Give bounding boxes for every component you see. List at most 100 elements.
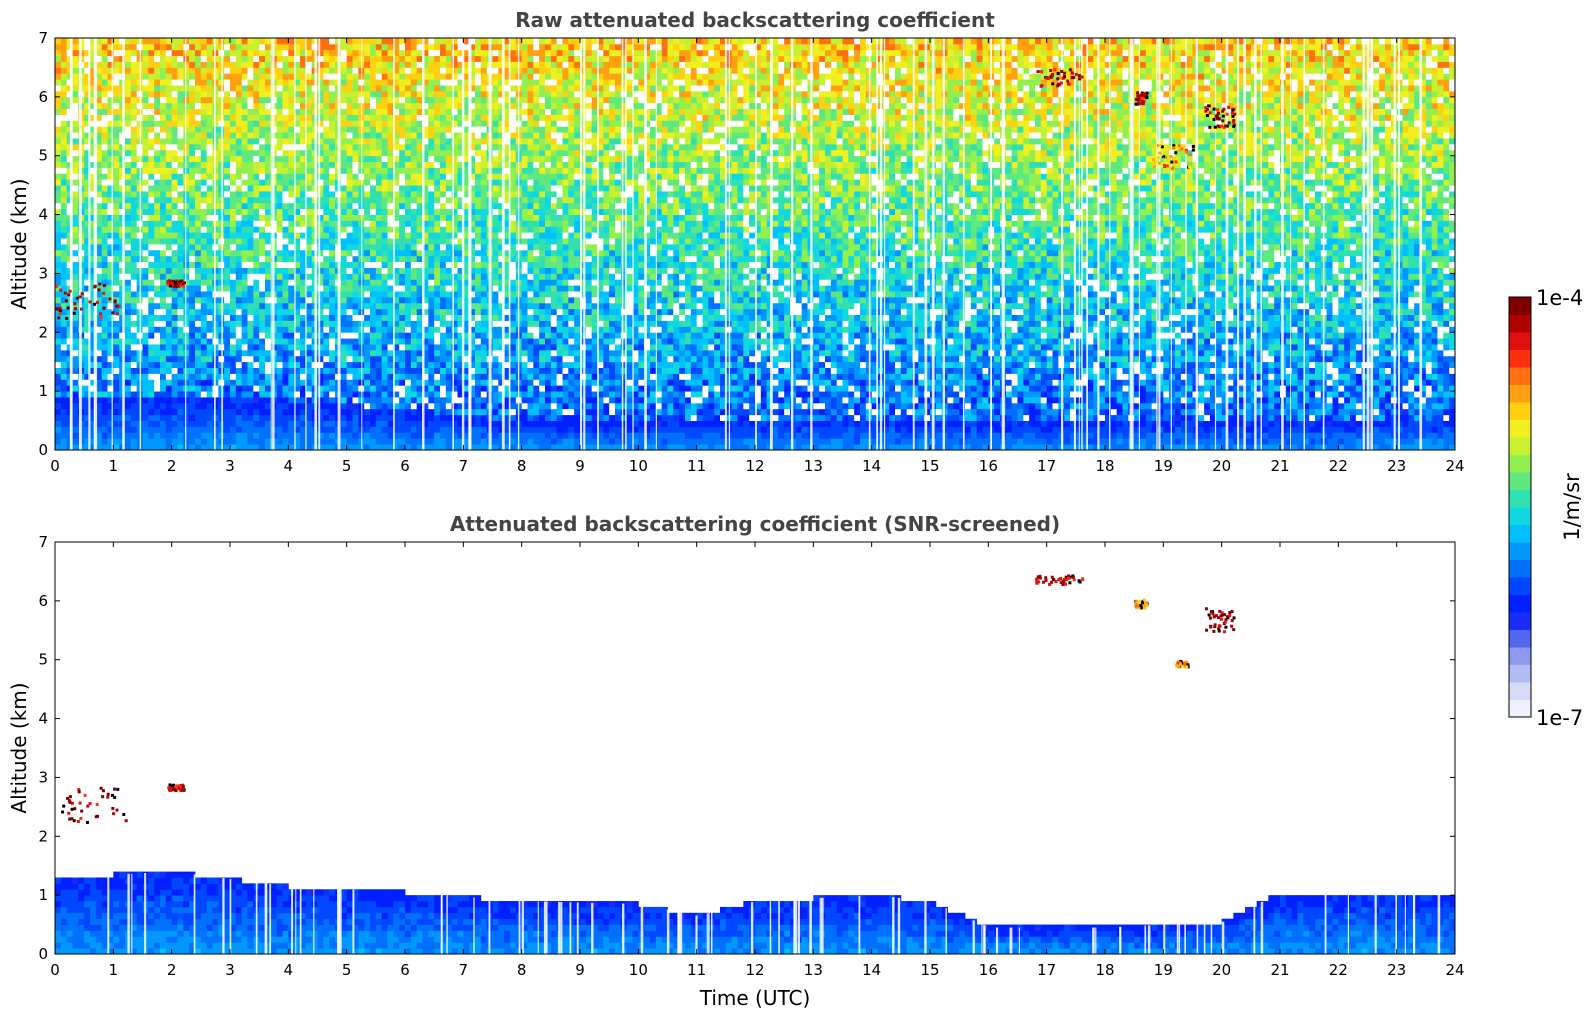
backscatter-cell — [224, 391, 231, 398]
backscatter-cell — [230, 138, 237, 145]
backscatter-cell — [422, 38, 429, 45]
backscatter-cell — [247, 85, 254, 92]
backscatter-cell — [294, 232, 301, 239]
backscatter-cell — [171, 79, 178, 86]
backscatter-cell — [276, 167, 283, 174]
backscatter-cell — [323, 108, 330, 115]
backscatter-cell — [66, 226, 73, 233]
backscatter-cell — [428, 361, 435, 368]
backscatter-cell — [445, 414, 453, 421]
backscatter-cell — [142, 285, 149, 292]
backscatter-cell — [125, 232, 132, 239]
backscatter-cell — [55, 49, 62, 57]
backscatter-cell — [381, 291, 388, 298]
backscatter-cell — [393, 108, 400, 115]
backscatter-cell — [416, 143, 423, 151]
backscatter-cell — [148, 314, 155, 321]
backscatter-cell — [189, 191, 196, 198]
backscatter-cell — [113, 361, 120, 368]
backscatter-cell — [224, 143, 231, 151]
backscatter-cell — [224, 149, 231, 157]
backscatter-cell — [72, 249, 79, 257]
backscatter-cell — [329, 302, 336, 310]
backscatter-cell — [305, 296, 313, 304]
backscatter-cell — [72, 108, 79, 115]
backscatter-cell — [95, 355, 103, 363]
backscatter-cell — [352, 202, 359, 210]
backscatter-cell — [352, 344, 359, 351]
backscatter-cell — [317, 385, 324, 392]
backscatter-cell — [346, 161, 353, 168]
backscatter-cell — [247, 320, 254, 327]
backscatter-cell — [195, 255, 202, 263]
backscatter-cell — [451, 85, 458, 92]
backscatter-cell — [445, 196, 453, 204]
backscatter-cell — [130, 96, 138, 104]
backscatter-cell — [189, 214, 196, 221]
backscatter-cell — [183, 273, 190, 280]
backscatter-cell — [340, 249, 348, 257]
backscatter-cell — [440, 349, 447, 357]
backscatter-cell — [387, 149, 394, 157]
backscatter-cell — [294, 367, 301, 374]
backscatter-cell — [130, 120, 138, 127]
backscatter-cell — [445, 267, 453, 274]
backscatter-cell — [247, 38, 254, 45]
backscatter-cell — [329, 391, 336, 398]
backscatter-cell — [195, 238, 202, 245]
backscatter-cell — [165, 55, 173, 62]
backscatter-cell — [370, 308, 377, 316]
backscatter-cell — [90, 208, 97, 215]
backscatter-cell — [206, 332, 213, 339]
backscatter-cell — [410, 267, 418, 274]
backscatter-cell — [206, 149, 213, 157]
backscatter-cell — [241, 155, 248, 162]
backscatter-cell — [130, 161, 138, 168]
backscatter-cell — [294, 397, 301, 404]
backscatter-cell — [375, 102, 383, 110]
backscatter-cell — [451, 67, 458, 74]
backscatter-cell — [177, 296, 184, 304]
backscatter-cell — [90, 173, 97, 180]
backscatter-cell — [247, 379, 254, 386]
backscatter-cell — [405, 432, 412, 439]
backscatter-cell — [282, 126, 289, 133]
backscatter-cell — [387, 408, 394, 416]
backscatter-cell — [317, 296, 324, 304]
backscatter-cell — [200, 367, 208, 374]
backscatter-cell — [195, 414, 202, 421]
backscatter-cell — [282, 279, 289, 286]
backscatter-cell — [224, 49, 231, 57]
backscatter-cell — [346, 332, 353, 339]
backscatter-cell — [399, 96, 406, 104]
backscatter-cell — [451, 138, 458, 145]
backscatter-cell — [305, 185, 313, 192]
backscatter-cell — [235, 320, 243, 327]
backscatter-cell — [434, 67, 441, 74]
backscatter-cell — [177, 202, 184, 210]
backscatter-cell — [230, 349, 237, 357]
backscatter-cell — [107, 161, 114, 168]
backscatter-cell — [305, 67, 313, 74]
backscatter-cell — [60, 214, 68, 221]
backscatter-cell — [206, 291, 213, 298]
backscatter-cell — [352, 361, 359, 368]
backscatter-cell — [183, 285, 190, 292]
backscatter-cell — [422, 85, 429, 92]
backscatter-cell — [305, 255, 313, 263]
backscatter-cell — [317, 208, 324, 215]
backscatter-cell — [457, 114, 464, 121]
backscatter-cell — [405, 214, 412, 221]
backscatter-cell — [142, 120, 149, 127]
backscatter-cell — [364, 385, 371, 392]
backscatter-cell — [84, 326, 91, 333]
backscatter-cell — [428, 191, 435, 198]
backscatter-cell — [195, 232, 202, 239]
backscatter-cell — [305, 73, 313, 80]
backscatter-cell — [165, 438, 173, 445]
backscatter-cell — [206, 397, 213, 404]
backscatter-cell — [148, 196, 155, 204]
backscatter-cell — [346, 444, 353, 450]
backscatter-cell — [154, 249, 161, 257]
backscatter-cell — [241, 143, 248, 151]
